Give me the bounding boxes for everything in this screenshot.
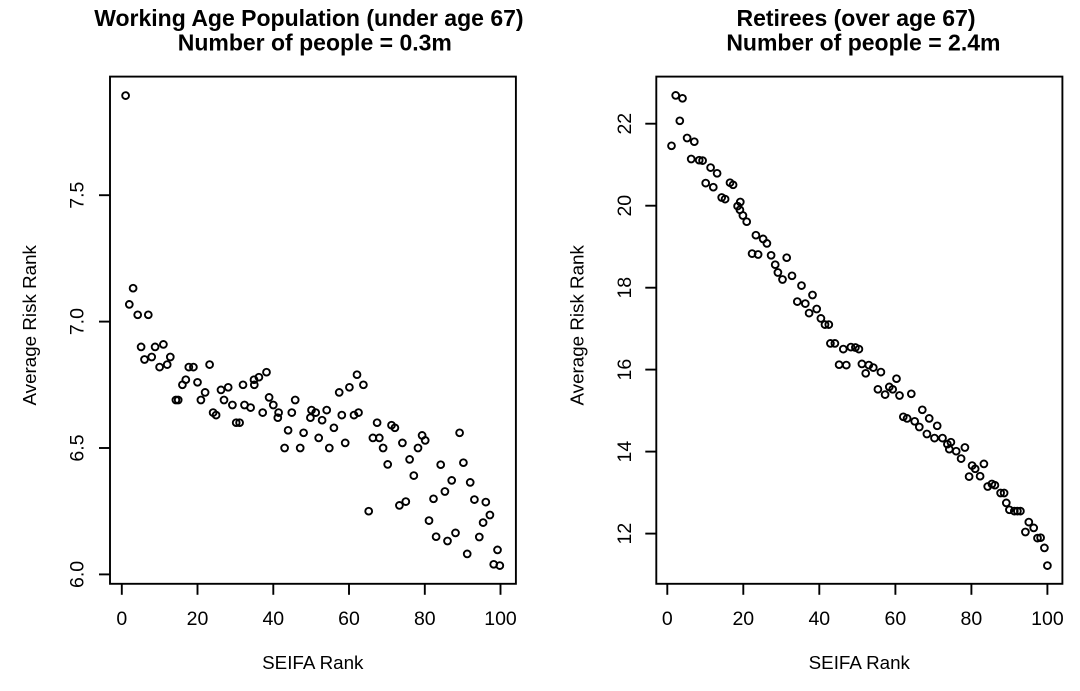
svg-text:Working Age Population (under: Working Age Population (under age 67) — [94, 5, 523, 31]
svg-text:20: 20 — [187, 608, 209, 630]
svg-text:100: 100 — [484, 608, 517, 630]
svg-text:12: 12 — [614, 523, 636, 545]
svg-text:80: 80 — [961, 608, 983, 630]
svg-text:7.5: 7.5 — [67, 181, 89, 208]
svg-text:Retirees (over age 67): Retirees (over age 67) — [736, 5, 975, 31]
svg-text:0: 0 — [662, 608, 673, 630]
svg-text:40: 40 — [808, 608, 830, 630]
svg-text:22: 22 — [614, 113, 636, 135]
svg-text:18: 18 — [614, 277, 636, 299]
svg-text:6.0: 6.0 — [67, 561, 89, 588]
svg-text:6.5: 6.5 — [67, 434, 89, 461]
svg-text:60: 60 — [885, 608, 907, 630]
svg-text:Number of people = 0.3m: Number of people = 0.3m — [178, 29, 452, 55]
svg-text:80: 80 — [414, 608, 436, 630]
svg-text:20: 20 — [614, 195, 636, 217]
svg-text:16: 16 — [614, 359, 636, 381]
svg-text:40: 40 — [262, 608, 284, 630]
svg-text:7.0: 7.0 — [67, 308, 89, 335]
svg-text:100: 100 — [1031, 608, 1064, 630]
svg-text:Average Risk Rank: Average Risk Rank — [566, 244, 587, 405]
svg-text:0: 0 — [116, 608, 127, 630]
svg-text:60: 60 — [338, 608, 360, 630]
svg-text:Average Risk Rank: Average Risk Rank — [19, 244, 40, 405]
svg-text:SEIFA Rank: SEIFA Rank — [809, 652, 911, 673]
svg-text:14: 14 — [614, 441, 636, 463]
svg-text:Number of people = 2.4m: Number of people = 2.4m — [726, 29, 1000, 55]
svg-text:20: 20 — [732, 608, 754, 630]
svg-text:SEIFA Rank: SEIFA Rank — [262, 652, 364, 673]
